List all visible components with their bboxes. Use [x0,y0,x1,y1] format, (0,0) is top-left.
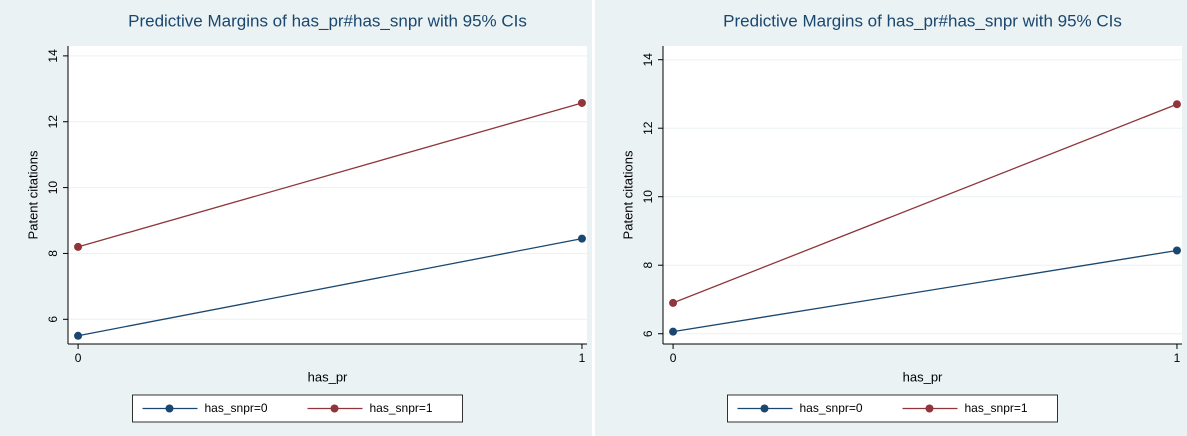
point-marker [669,298,678,307]
point-marker [1172,100,1181,109]
series-line [672,103,1178,304]
y-tick-label: 14 [46,49,60,63]
y-axis-label: Patent citations [620,150,635,239]
y-tick-label: 8 [641,262,655,269]
y-tick-label: 6 [46,316,60,323]
legend-marker [760,404,769,413]
chart-panel: Predictive Margins of has_pr#has_snpr wi… [0,0,592,436]
y-tick-label: 12 [46,115,60,129]
legend-label: has_snpr=1 [370,401,433,415]
series-line [672,249,1178,333]
y-tick-label: 10 [46,181,60,195]
legend-label: has_snpr=0 [205,401,268,415]
plot-area [68,46,587,344]
chart-title: Predictive Margins of has_pr#has_snpr wi… [723,11,1122,30]
legend-marker [165,404,174,413]
x-axis-label: has_pr [308,369,348,384]
legend-marker [330,404,339,413]
point-marker [74,331,83,340]
series-line [77,102,583,248]
x-tick-label: 0 [75,351,82,365]
legend-label: has_snpr=0 [800,401,863,415]
y-tick-label: 10 [641,190,655,204]
x-tick-label: 1 [579,351,586,365]
legend-label: has_snpr=1 [965,401,1028,415]
chart-panel: Predictive Margins of has_pr#has_snpr wi… [595,0,1187,436]
plot-area [663,46,1182,344]
y-axis-label: Patent citations [25,150,40,239]
y-tick-label: 8 [46,250,60,257]
point-marker [669,327,678,336]
chart-title: Predictive Margins of has_pr#has_snpr wi… [128,11,527,30]
x-tick-label: 1 [1174,351,1181,365]
point-marker [74,242,83,251]
series-line [77,237,583,337]
point-marker [577,234,586,243]
point-marker [1172,246,1181,255]
y-tick-label: 14 [641,53,655,67]
x-axis-label: has_pr [903,369,943,384]
y-tick-label: 6 [641,330,655,337]
point-marker [577,98,586,107]
legend-marker [925,404,934,413]
y-tick-label: 12 [641,121,655,135]
x-tick-label: 0 [670,351,677,365]
